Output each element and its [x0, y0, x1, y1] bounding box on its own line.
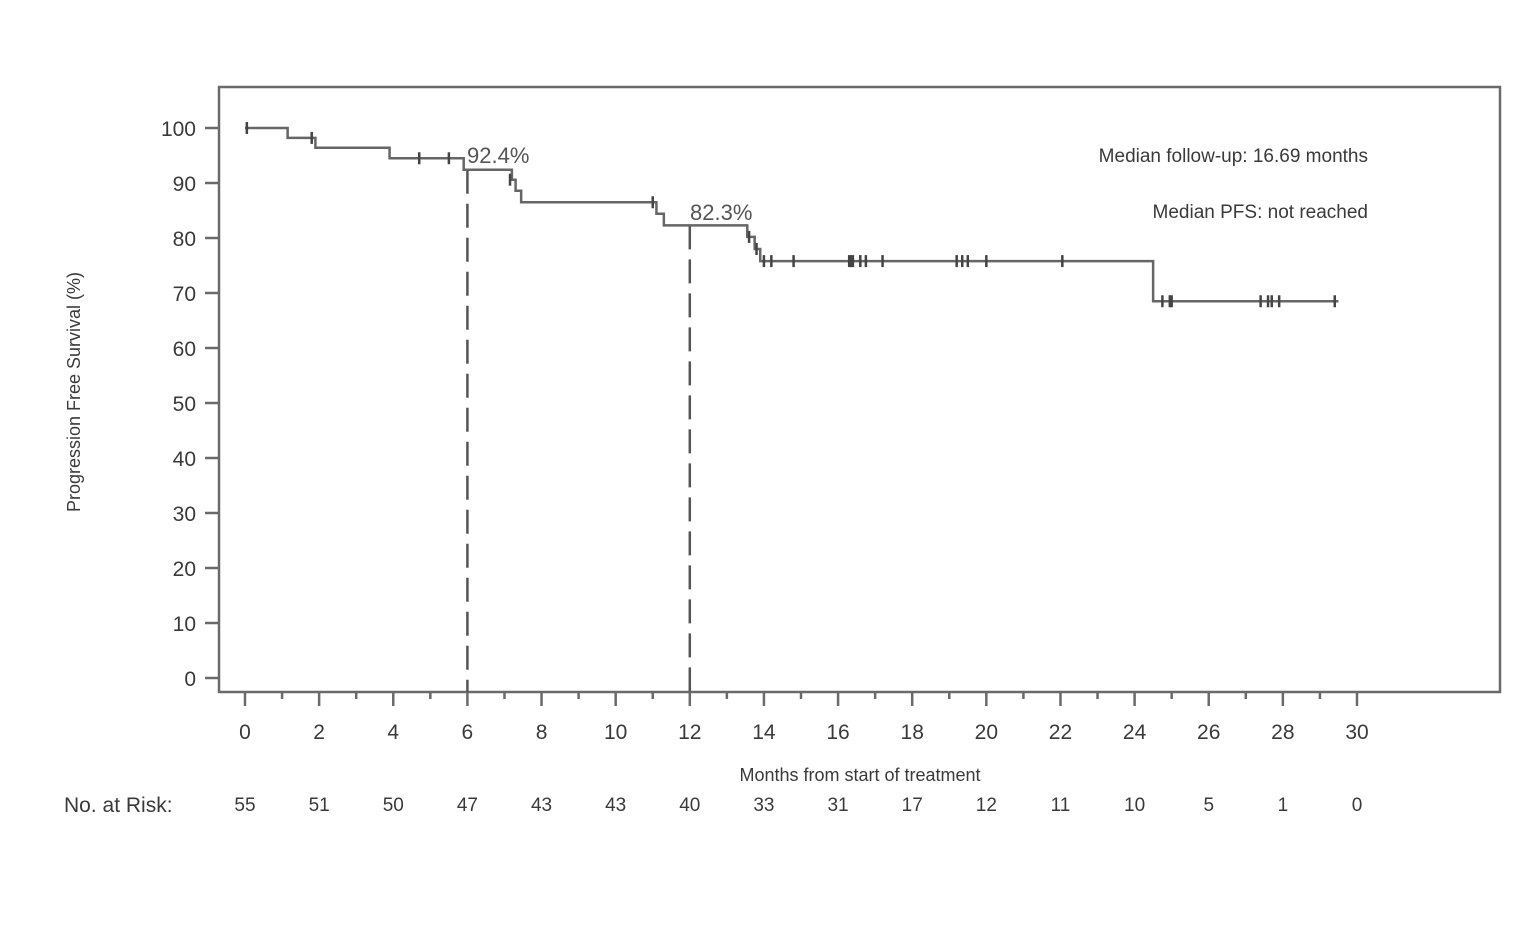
risk-table: 55 51 50 47 43 43 40 33 31 17 12 11 10 5 1 0 [234, 795, 1362, 816]
x-tick-label: 24 [1123, 721, 1147, 744]
y-tick-label: 20 [173, 558, 196, 581]
x-tick-label: 2 [313, 721, 325, 744]
y-tick-label: 90 [173, 173, 196, 196]
risk-value: 31 [827, 795, 848, 816]
y-axis: 0 10 20 30 40 50 60 70 80 90 100 [161, 118, 219, 691]
x-tick-label: 28 [1271, 721, 1294, 744]
y-axis-title: Progression Free Survival (%) [64, 272, 84, 512]
x-tick-label: 18 [901, 721, 924, 744]
x-tick-label: 14 [752, 721, 776, 744]
annotation-median-pfs: Median PFS: not reached [1153, 202, 1368, 223]
y-tick-label: 50 [173, 393, 196, 416]
reference-lines [466, 169, 692, 692]
plot-frame [217, 85, 1502, 694]
censor-marks [245, 122, 1337, 308]
annotation-median-followup: Median follow-up: 16.69 months [1099, 146, 1368, 167]
risk-value: 17 [902, 795, 923, 816]
x-tick-label: 4 [387, 721, 399, 744]
x-axis: 0 2 4 6 8 10 12 14 16 18 20 22 24 26 28 30 [239, 692, 1369, 744]
x-tick-label: 16 [826, 721, 849, 744]
risk-value: 47 [457, 795, 478, 816]
x-tick-label: 12 [678, 721, 701, 744]
x-tick-label: 22 [1049, 721, 1072, 744]
risk-value: 51 [309, 795, 330, 816]
y-tick-label: 70 [173, 283, 196, 306]
x-tick-label: 6 [462, 721, 474, 744]
pct-label-6-months: 92.4% [467, 143, 529, 168]
risk-value: 50 [383, 795, 404, 816]
x-tick-label: 20 [975, 721, 998, 744]
risk-value: 55 [234, 795, 255, 816]
y-tick-label: 30 [173, 503, 196, 526]
risk-value: 10 [1124, 795, 1145, 816]
risk-value: 5 [1203, 795, 1214, 816]
x-tick-label: 8 [536, 721, 548, 744]
y-tick-label: 60 [173, 338, 196, 361]
x-tick-label: 30 [1345, 721, 1368, 744]
risk-value: 43 [531, 795, 552, 816]
x-tick-label: 10 [604, 721, 627, 744]
risk-value: 11 [1051, 795, 1071, 816]
y-tick-label: 0 [184, 668, 196, 691]
risk-value: 1 [1278, 795, 1289, 816]
x-tick-label: 26 [1197, 721, 1220, 744]
x-axis-title: Months from start of treatment [739, 765, 980, 785]
risk-value: 0 [1352, 795, 1363, 816]
risk-value: 40 [679, 795, 700, 816]
x-tick-label: 0 [239, 721, 251, 744]
risk-value: 43 [605, 795, 626, 816]
pct-label-12-months: 82.3% [690, 200, 752, 225]
y-tick-label: 100 [161, 118, 196, 141]
y-tick-label: 40 [173, 448, 196, 471]
risk-value: 12 [976, 795, 997, 816]
risk-table-label: No. at Risk: [64, 794, 173, 817]
y-tick-label: 80 [173, 228, 196, 251]
y-tick-label: 10 [173, 613, 196, 636]
risk-value: 33 [753, 795, 774, 816]
